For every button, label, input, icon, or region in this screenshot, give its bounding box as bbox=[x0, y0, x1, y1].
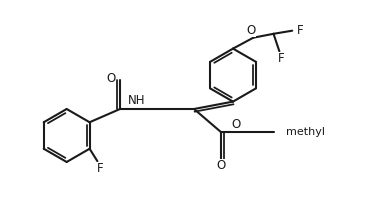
Text: O: O bbox=[247, 24, 256, 37]
Text: methyl: methyl bbox=[286, 127, 325, 137]
Text: NH: NH bbox=[128, 94, 146, 107]
Text: F: F bbox=[278, 52, 285, 65]
Text: F: F bbox=[97, 162, 104, 175]
Text: O: O bbox=[107, 72, 116, 85]
Text: O: O bbox=[216, 159, 225, 172]
Text: F: F bbox=[297, 24, 303, 37]
Text: O: O bbox=[231, 118, 240, 131]
